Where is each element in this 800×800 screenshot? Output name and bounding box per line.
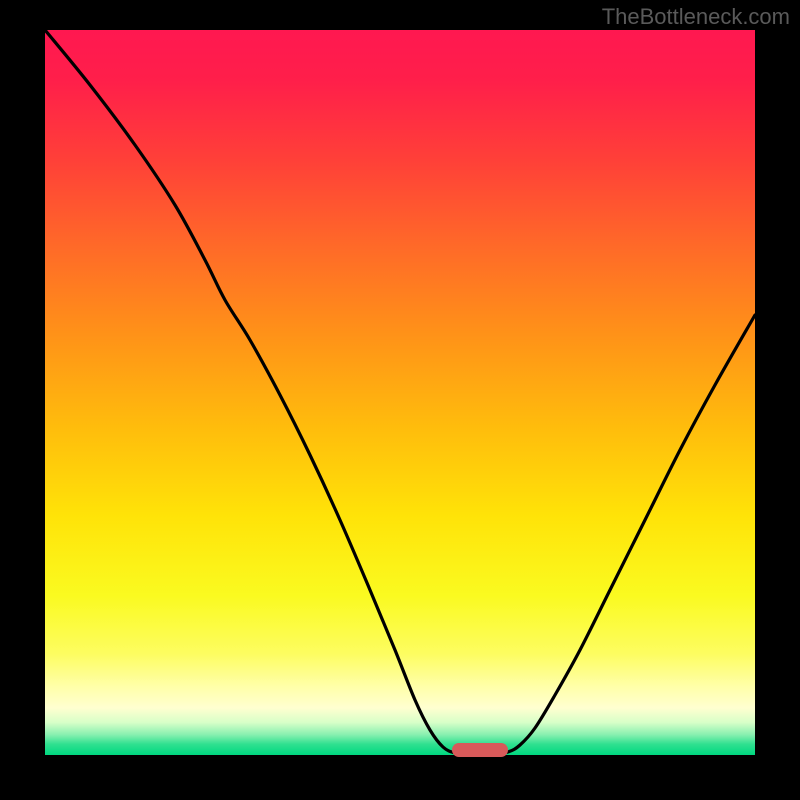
plot-area bbox=[45, 30, 755, 755]
optimal-marker bbox=[452, 743, 508, 757]
watermark-text: TheBottleneck.com bbox=[602, 4, 790, 30]
bottleneck-chart bbox=[0, 0, 800, 800]
